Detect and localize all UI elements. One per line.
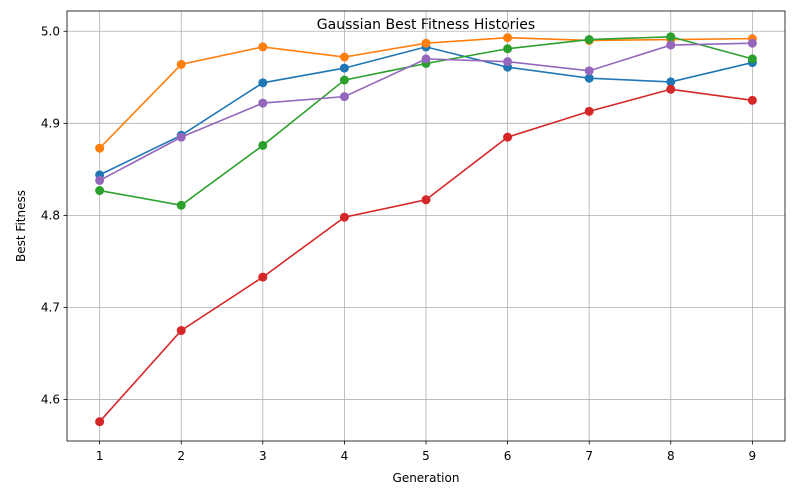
data-point-2 [339,52,349,62]
data-point-4 [258,272,268,282]
data-point-5 [503,57,513,67]
x-tick-label: 5 [422,449,430,463]
data-point-4 [421,195,431,205]
data-point-3 [95,186,105,196]
data-point-4 [747,95,757,105]
data-point-1 [666,77,676,87]
x-axis-label: Generation [393,471,460,485]
data-point-2 [503,33,513,43]
y-tick-label: 4.6 [41,393,60,407]
data-point-3 [258,140,268,150]
data-point-3 [176,200,186,210]
x-tick-label: 6 [504,449,512,463]
x-tick-label: 7 [585,449,593,463]
data-point-4 [95,417,105,427]
data-point-5 [176,132,186,142]
data-point-2 [421,38,431,48]
y-tick-label: 5.0 [41,24,60,38]
x-tick-label: 9 [749,449,757,463]
data-point-4 [503,132,513,142]
data-point-3 [503,44,513,54]
data-point-4 [666,84,676,94]
data-point-3 [666,32,676,42]
y-axis-label: Best Fitness [14,190,28,262]
data-point-5 [258,98,268,108]
data-point-1 [584,73,594,83]
data-point-2 [258,42,268,52]
data-point-3 [584,35,594,45]
data-point-3 [339,75,349,85]
data-point-3 [747,54,757,64]
x-tick-label: 8 [667,449,675,463]
data-point-5 [339,92,349,102]
x-tick-label: 1 [96,449,104,463]
data-point-1 [339,63,349,73]
x-tick-label: 2 [177,449,185,463]
data-point-4 [584,106,594,116]
data-point-4 [176,326,186,336]
data-point-5 [747,38,757,48]
data-point-5 [421,54,431,64]
y-tick-label: 4.8 [41,208,60,222]
data-point-4 [339,212,349,222]
data-point-5 [95,175,105,185]
y-axis-ticks: 4.6 4.7 4.8 4.9 5.0 [41,24,67,407]
x-tick-label: 4 [341,449,349,463]
grid-lines [67,11,785,441]
data-point-2 [95,143,105,153]
x-tick-label: 3 [259,449,267,463]
data-point-1 [258,78,268,88]
data-point-5 [584,66,594,76]
data-point-5 [666,40,676,50]
series-group [95,32,757,427]
data-point-2 [176,59,186,69]
y-tick-label: 4.7 [41,300,60,314]
x-axis-ticks: 1 2 3 4 5 6 7 8 9 [96,441,756,463]
y-tick-label: 4.9 [41,116,60,130]
